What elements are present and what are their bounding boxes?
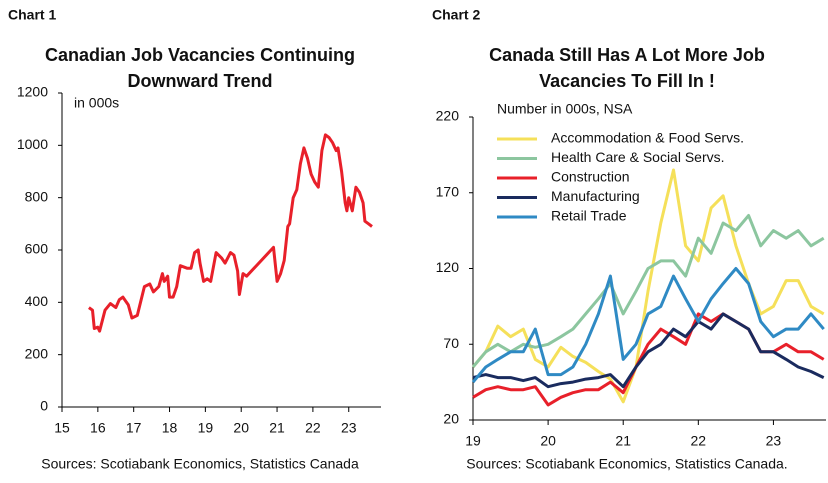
y-tick-label: 220 <box>436 108 460 124</box>
source: Sources: Scotiabank Economics, Statistic… <box>41 456 359 472</box>
series-line <box>471 267 825 384</box>
x-tick-label: 21 <box>615 433 631 449</box>
y-tick-label: 200 <box>25 345 49 361</box>
series-line <box>471 168 825 404</box>
series-line <box>88 133 373 333</box>
legend-label: Manufacturing <box>551 188 640 204</box>
y-tick-label: 70 <box>443 335 459 351</box>
x-tick-label: 18 <box>162 420 178 436</box>
legend-label: Construction <box>551 169 630 185</box>
series-line <box>472 312 825 389</box>
y-tick-label: 0 <box>40 398 48 414</box>
y-tick-label: 600 <box>25 241 49 257</box>
x-tick-label: 23 <box>766 433 782 449</box>
y-tick-label: 1000 <box>17 136 48 152</box>
y-tick-label: 20 <box>443 411 459 427</box>
x-tick-label: 19 <box>198 420 214 436</box>
chart-label: Chart 2 <box>432 7 480 23</box>
x-tick-label: 23 <box>341 420 357 436</box>
legend-label: Retail Trade <box>551 208 627 224</box>
x-tick-label: 22 <box>305 420 321 436</box>
subtitle: in 000s <box>74 95 119 111</box>
y-tick-label: 170 <box>436 183 460 199</box>
x-tick-label: 20 <box>540 433 556 449</box>
chart-title: Canadian Job Vacancies Continuing Downwa… <box>44 45 356 91</box>
x-tick-label: 17 <box>126 420 142 436</box>
y-tick-label: 1200 <box>17 84 48 100</box>
y-tick-label: 400 <box>25 293 49 309</box>
chart-label: Chart 1 <box>8 7 56 23</box>
legend-label: Health Care & Social Servs. <box>551 149 725 165</box>
x-tick-label: 20 <box>233 420 249 436</box>
source: Sources: Scotiabank Economics, Statistic… <box>466 456 787 472</box>
subtitle: Number in 000s, NSA <box>497 101 633 117</box>
x-tick-label: 16 <box>90 420 106 436</box>
chart-title: Canada Still Has A Lot More Job Vacancie… <box>489 45 765 91</box>
x-tick-label: 21 <box>269 420 285 436</box>
y-tick-label: 800 <box>25 188 49 204</box>
series-line <box>471 214 825 368</box>
legend-label: Accommodation & Food Servs. <box>551 130 744 146</box>
x-tick-label: 22 <box>691 433 707 449</box>
y-tick-label: 120 <box>436 259 460 275</box>
x-tick-label: 19 <box>465 433 481 449</box>
series-line <box>472 312 825 407</box>
x-tick-label: 15 <box>54 420 70 436</box>
